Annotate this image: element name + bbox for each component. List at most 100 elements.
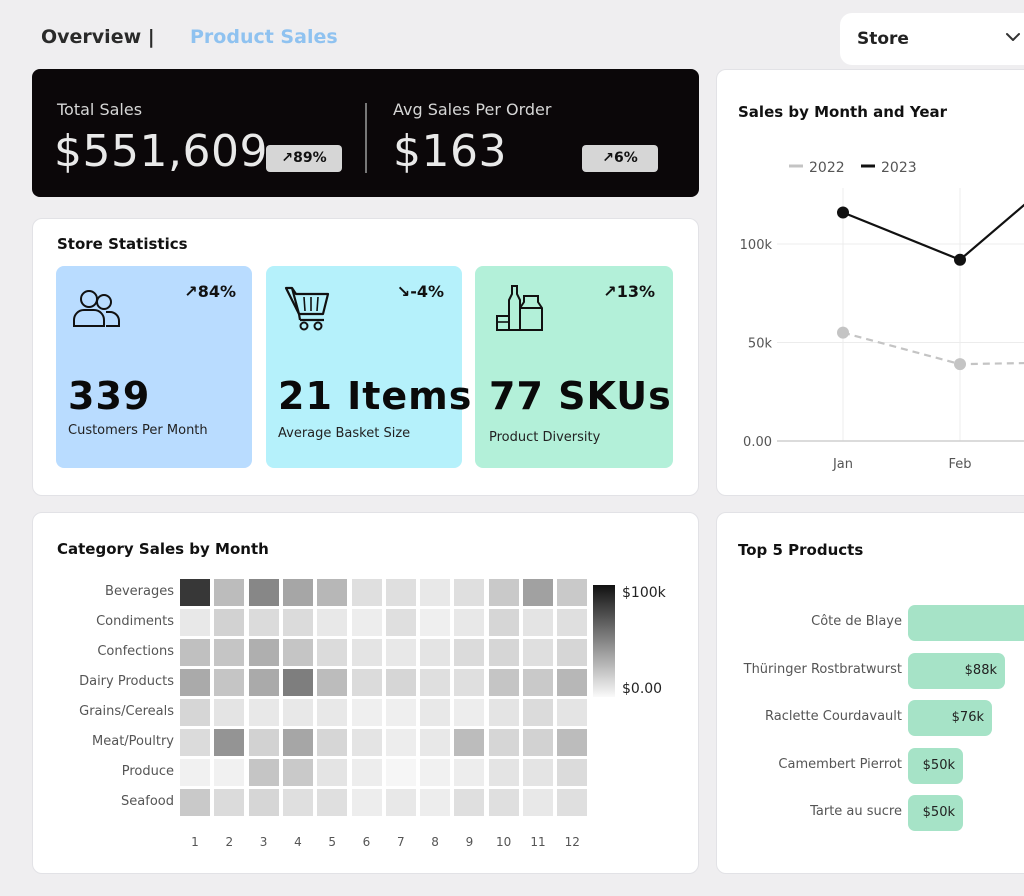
heatmap-cell[interactable] [523, 609, 553, 636]
heatmap-cell[interactable] [454, 579, 485, 606]
heatmap-cell[interactable] [385, 699, 416, 726]
heatmap-cell[interactable] [454, 729, 485, 756]
heatmap-cell[interactable] [214, 639, 245, 666]
product-bar[interactable] [908, 700, 992, 736]
heatmap-cell[interactable] [248, 729, 279, 756]
heatmap-cell[interactable] [351, 699, 382, 726]
heatmap-cell[interactable] [523, 729, 553, 756]
heatmap-cell[interactable] [180, 789, 210, 816]
heatmap-cell[interactable] [454, 699, 485, 726]
heatmap-cell[interactable] [488, 789, 519, 816]
heatmap-cell[interactable] [317, 789, 348, 816]
heatmap-cell[interactable] [488, 699, 519, 726]
heatmap-cell[interactable] [488, 669, 519, 696]
tab-overview[interactable]: Overview | [41, 26, 155, 48]
heatmap-cell[interactable] [282, 729, 313, 756]
heatmap-cell[interactable] [180, 669, 210, 696]
data-point-2023[interactable] [954, 253, 966, 266]
heatmap-cell[interactable] [420, 609, 451, 636]
heatmap-cell[interactable] [351, 759, 382, 786]
heatmap-cell[interactable] [557, 789, 588, 816]
product-bar[interactable] [908, 795, 963, 831]
heatmap-cell[interactable] [351, 729, 382, 756]
heatmap-cell[interactable] [214, 669, 245, 696]
heatmap-cell[interactable] [488, 729, 519, 756]
heatmap-cell[interactable] [214, 699, 245, 726]
heatmap-cell[interactable] [420, 789, 451, 816]
heatmap-cell[interactable] [557, 669, 588, 696]
heatmap-cell[interactable] [248, 579, 279, 606]
heatmap-cell[interactable] [420, 579, 451, 606]
heatmap-cell[interactable] [420, 699, 451, 726]
data-point-2022[interactable] [954, 358, 966, 371]
heatmap-cell[interactable] [282, 759, 313, 786]
heatmap-cell[interactable] [180, 759, 210, 786]
heatmap-cell[interactable] [351, 579, 382, 606]
heatmap-cell[interactable] [248, 699, 279, 726]
heatmap-cell[interactable] [420, 669, 451, 696]
heatmap-cell[interactable] [557, 579, 588, 606]
heatmap-cell[interactable] [454, 639, 485, 666]
heatmap-cell[interactable] [248, 609, 279, 636]
heatmap-cell[interactable] [385, 609, 416, 636]
heatmap-cell[interactable] [180, 729, 210, 756]
heatmap-cell[interactable] [282, 609, 313, 636]
heatmap-cell[interactable] [488, 579, 519, 606]
heatmap-cell[interactable] [214, 759, 245, 786]
heatmap-cell[interactable] [317, 729, 348, 756]
heatmap-cell[interactable] [523, 639, 553, 666]
data-point-2023[interactable] [837, 206, 849, 219]
heatmap-cell[interactable] [282, 789, 313, 816]
heatmap-cell[interactable] [317, 759, 348, 786]
heatmap-cell[interactable] [385, 759, 416, 786]
heatmap-cell[interactable] [317, 609, 348, 636]
heatmap-cell[interactable] [557, 699, 588, 726]
heatmap-cell[interactable] [180, 699, 210, 726]
heatmap-cell[interactable] [420, 729, 451, 756]
heatmap-cell[interactable] [523, 579, 553, 606]
product-bar[interactable] [908, 747, 963, 784]
heatmap-cell[interactable] [523, 669, 553, 696]
product-bar[interactable] [908, 652, 1005, 689]
product-bar[interactable] [908, 605, 1024, 641]
heatmap-cell[interactable] [351, 669, 382, 696]
heatmap-cell[interactable] [351, 609, 382, 636]
heatmap-cell[interactable] [248, 669, 279, 696]
heatmap-cell[interactable] [385, 639, 416, 666]
heatmap-cell[interactable] [523, 699, 553, 726]
heatmap-cell[interactable] [214, 729, 245, 756]
heatmap-cell[interactable] [454, 609, 485, 636]
heatmap-cell[interactable] [557, 609, 588, 636]
heatmap-cell[interactable] [248, 639, 279, 666]
heatmap-cell[interactable] [454, 759, 485, 786]
heatmap-cell[interactable] [385, 669, 416, 696]
heatmap-cell[interactable] [557, 759, 588, 786]
heatmap-cell[interactable] [488, 609, 519, 636]
heatmap-cell[interactable] [351, 789, 382, 816]
heatmap-cell[interactable] [454, 669, 485, 696]
heatmap-cell[interactable] [248, 789, 279, 816]
heatmap-cell[interactable] [420, 639, 451, 666]
heatmap-cell[interactable] [351, 639, 382, 666]
tab-product-sales[interactable]: Product Sales [190, 26, 338, 48]
heatmap-cell[interactable] [214, 789, 245, 816]
heatmap-cell[interactable] [180, 579, 210, 606]
heatmap-cell[interactable] [420, 759, 451, 786]
heatmap-cell[interactable] [557, 729, 588, 756]
heatmap-cell[interactable] [214, 609, 245, 636]
heatmap-cell[interactable] [180, 609, 210, 636]
heatmap-cell[interactable] [317, 699, 348, 726]
heatmap-cell[interactable] [282, 579, 313, 606]
heatmap-cell[interactable] [488, 759, 519, 786]
heatmap-cell[interactable] [385, 729, 416, 756]
heatmap-cell[interactable] [248, 759, 279, 786]
heatmap-cell[interactable] [557, 639, 588, 666]
data-point-2022[interactable] [837, 326, 849, 339]
heatmap-cell[interactable] [282, 669, 313, 696]
heatmap-cell[interactable] [282, 699, 313, 726]
heatmap-cell[interactable] [385, 789, 416, 816]
heatmap-cell[interactable] [317, 669, 348, 696]
heatmap-cell[interactable] [317, 639, 348, 666]
heatmap-cell[interactable] [282, 639, 313, 666]
heatmap-cell[interactable] [523, 789, 553, 816]
